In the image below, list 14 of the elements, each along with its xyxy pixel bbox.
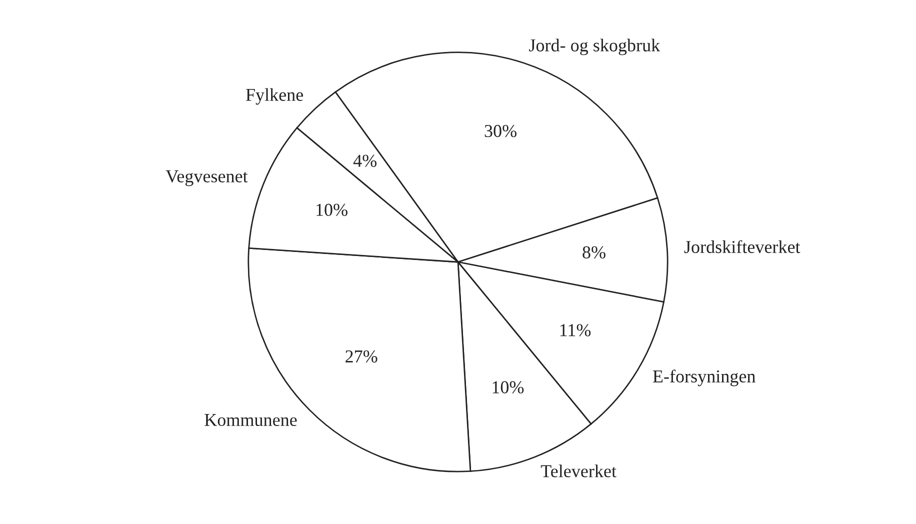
data-label: 10% xyxy=(492,381,524,394)
slice-label: Televerket xyxy=(540,464,616,478)
slice-label: Vegvesenet xyxy=(166,170,248,186)
data-label: 11% xyxy=(560,324,591,336)
data-label: 30% xyxy=(484,124,516,138)
slice-label: Fylkene xyxy=(246,88,303,105)
slice-label: Jord- og skogbruk xyxy=(529,38,660,56)
data-label: 10% xyxy=(316,204,348,216)
slice-label: Kommunene xyxy=(204,414,297,426)
slice-label: E-forsyningen xyxy=(652,370,756,386)
data-label: 8% xyxy=(582,246,606,258)
slice-label: Jordskifteverket xyxy=(684,240,800,254)
data-label: 4% xyxy=(353,154,377,167)
data-label: 27% xyxy=(346,350,378,363)
